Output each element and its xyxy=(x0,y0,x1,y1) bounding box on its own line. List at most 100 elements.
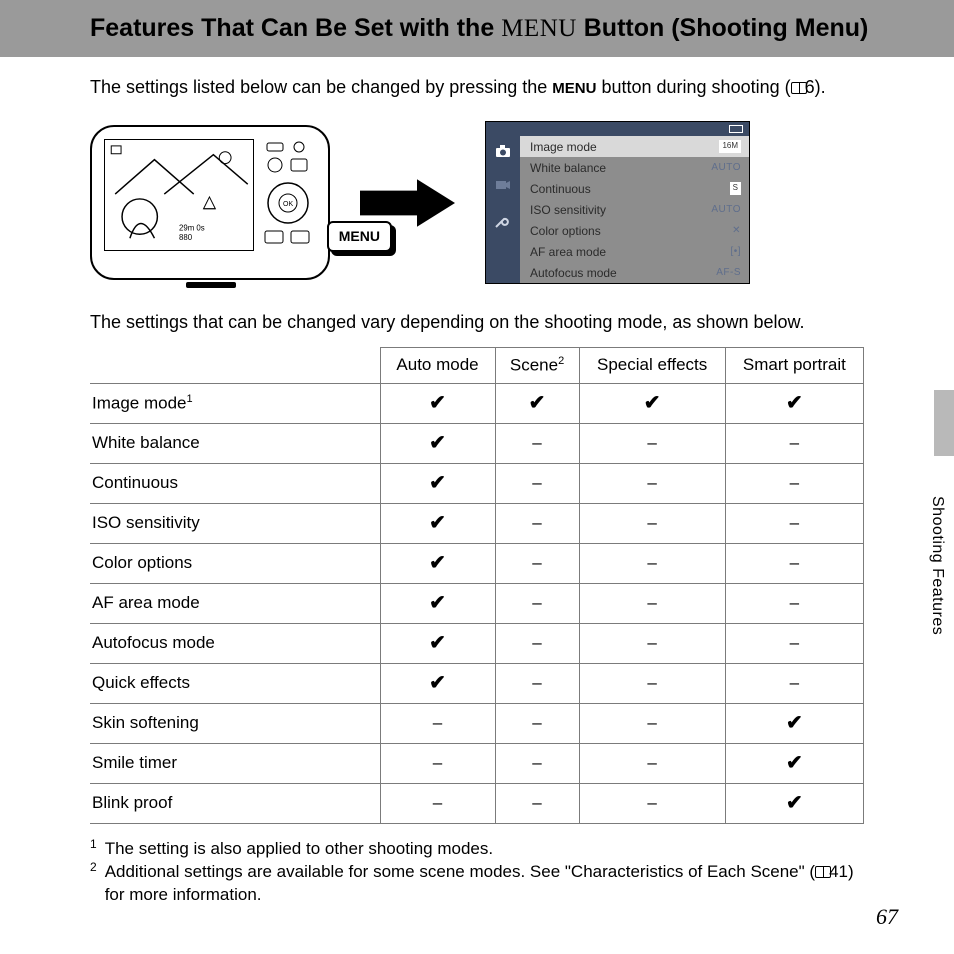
cell: – xyxy=(579,464,725,504)
row-label: Continuous xyxy=(90,464,380,504)
table-row: Autofocus mode✔––– xyxy=(90,624,864,664)
menu-row: ISO sensitivity AUTO xyxy=(520,199,749,220)
menu-row-label: Color options xyxy=(530,223,601,239)
cell: – xyxy=(495,784,579,824)
cell: – xyxy=(495,424,579,464)
table-row: Blink proof–––✔ xyxy=(90,784,864,824)
menu-row: Autofocus mode AF-S xyxy=(520,262,749,283)
table-row: Image mode1✔✔✔✔ xyxy=(90,384,864,424)
title-pre: Features That Can Be Set with the xyxy=(90,14,501,42)
row-label: ISO sensitivity xyxy=(90,504,380,544)
row-label: Autofocus mode xyxy=(90,624,380,664)
row-label: White balance xyxy=(90,424,380,464)
menu-row-label: White balance xyxy=(530,160,606,176)
cell: – xyxy=(495,624,579,664)
col-header: Scene2 xyxy=(495,347,579,384)
table-row: ISO sensitivity✔––– xyxy=(90,504,864,544)
cell: – xyxy=(579,664,725,704)
video-icon xyxy=(495,178,511,192)
menu-row-value: AUTO xyxy=(711,203,741,217)
cell: – xyxy=(579,744,725,784)
cell: ✔ xyxy=(579,384,725,424)
page-number: 67 xyxy=(876,904,898,930)
cell: – xyxy=(495,704,579,744)
second-intro: The settings that can be changed vary de… xyxy=(90,310,864,334)
cell: ✔ xyxy=(725,704,863,744)
col-header: Smart portrait xyxy=(725,347,863,384)
menu-row-value: AF-S xyxy=(716,266,741,280)
cell: – xyxy=(495,504,579,544)
cell: – xyxy=(495,584,579,624)
table-row: Continuous✔––– xyxy=(90,464,864,504)
cell: – xyxy=(725,464,863,504)
cell: ✔ xyxy=(725,384,863,424)
cell: – xyxy=(380,744,495,784)
arrow-icon xyxy=(360,179,455,227)
title-bar: Features That Can Be Set with the MENU B… xyxy=(0,0,954,57)
cell: – xyxy=(495,744,579,784)
menu-row: Image mode16M xyxy=(520,136,749,157)
camera-lcd: 29m 0s 880 xyxy=(104,139,254,251)
menu-row: Color options ✕ xyxy=(520,220,749,241)
footnote-2: Additional settings are available for so… xyxy=(105,861,864,907)
menu-row-value: S xyxy=(730,182,741,195)
row-label: AF area mode xyxy=(90,584,380,624)
col-header: Special effects xyxy=(579,347,725,384)
title-post: Button (Shooting Menu) xyxy=(577,14,869,42)
book-icon xyxy=(791,82,807,94)
cell: ✔ xyxy=(380,584,495,624)
svg-text:29m 0s: 29m 0s xyxy=(179,224,205,233)
footnotes: 1The setting is also applied to other sh… xyxy=(90,838,864,907)
camera-icon xyxy=(495,144,511,158)
table-row: AF area mode✔––– xyxy=(90,584,864,624)
menu-row-label: Continuous xyxy=(530,181,591,197)
menu-row: AF area mode [•] xyxy=(520,241,749,262)
menu-row-label: Autofocus mode xyxy=(530,265,617,281)
table-row: Skin softening–––✔ xyxy=(90,704,864,744)
cell: ✔ xyxy=(380,464,495,504)
cell: – xyxy=(579,584,725,624)
cell: – xyxy=(495,464,579,504)
menu-row: Continuous S xyxy=(520,178,749,199)
cell: – xyxy=(495,664,579,704)
cell: – xyxy=(725,664,863,704)
page-title: Features That Can Be Set with the MENU B… xyxy=(90,14,926,43)
svg-text:OK: OK xyxy=(283,201,293,208)
menu-row: White balance AUTO xyxy=(520,157,749,178)
table-row: Color options✔––– xyxy=(90,544,864,584)
side-label: Shooting Features xyxy=(928,496,946,635)
cell: – xyxy=(579,424,725,464)
footnote-1: The setting is also applied to other sho… xyxy=(105,838,493,861)
cell: – xyxy=(495,544,579,584)
cell: ✔ xyxy=(380,664,495,704)
row-label: Color options xyxy=(90,544,380,584)
book-icon xyxy=(815,866,831,878)
svg-text:880: 880 xyxy=(179,233,193,242)
intro-text-c: ). xyxy=(815,77,826,97)
cell: – xyxy=(725,424,863,464)
cell: – xyxy=(579,624,725,664)
camera-buttons-icon: OK xyxy=(261,141,315,261)
cell: – xyxy=(380,784,495,824)
menu-row-label: AF area mode xyxy=(530,244,606,260)
battery-icon xyxy=(729,125,743,133)
col-header: Auto mode xyxy=(380,347,495,384)
cell: – xyxy=(380,704,495,744)
cell: – xyxy=(579,784,725,824)
row-label: Blink proof xyxy=(90,784,380,824)
menu-row-value: ✕ xyxy=(732,224,741,238)
row-label: Smile timer xyxy=(90,744,380,784)
menu-row-label: ISO sensitivity xyxy=(530,202,606,218)
cell: – xyxy=(579,704,725,744)
menu-row-value: [•] xyxy=(730,245,741,259)
cell: ✔ xyxy=(380,544,495,584)
menu-row-value: AUTO xyxy=(711,161,741,175)
features-table: Auto modeScene2Special effectsSmart port… xyxy=(90,347,864,825)
intro-text-b: button during shooting ( xyxy=(596,77,790,97)
cell: ✔ xyxy=(380,504,495,544)
row-label: Skin softening xyxy=(90,704,380,744)
cell: – xyxy=(725,504,863,544)
cell: ✔ xyxy=(380,624,495,664)
cell: ✔ xyxy=(495,384,579,424)
table-row: Quick effects✔––– xyxy=(90,664,864,704)
